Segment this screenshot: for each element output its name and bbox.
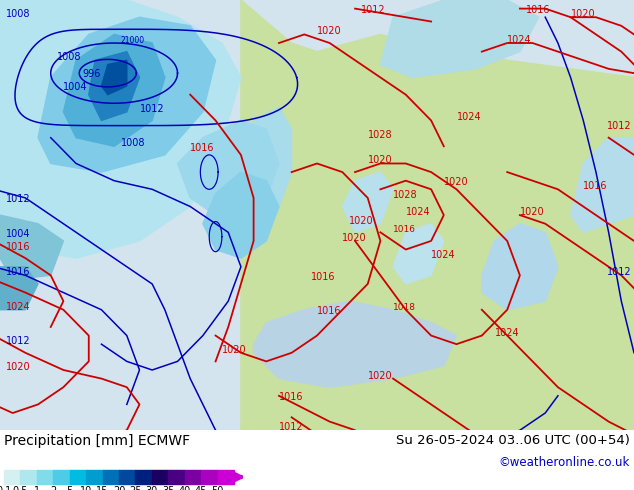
Polygon shape: [0, 0, 241, 258]
Text: 1016: 1016: [317, 306, 342, 316]
Text: 1024: 1024: [495, 328, 519, 338]
Text: 25: 25: [129, 486, 141, 490]
Text: 1016: 1016: [526, 5, 551, 15]
Text: 1024: 1024: [431, 250, 456, 260]
Polygon shape: [380, 0, 539, 77]
Polygon shape: [0, 267, 38, 310]
Text: 1024: 1024: [6, 302, 31, 312]
Text: 1004: 1004: [6, 229, 31, 239]
Polygon shape: [0, 215, 63, 280]
Text: 45: 45: [195, 486, 207, 490]
Text: 1020: 1020: [444, 177, 469, 187]
Bar: [184, 470, 201, 484]
Text: 1008: 1008: [120, 138, 145, 148]
Text: 1016: 1016: [311, 271, 335, 282]
Text: 1016: 1016: [393, 225, 416, 234]
Bar: [103, 470, 119, 484]
Text: 1020: 1020: [349, 216, 373, 226]
Text: 1012: 1012: [607, 268, 632, 277]
Bar: [217, 470, 234, 484]
Text: 0.5: 0.5: [13, 486, 28, 490]
Text: 1020: 1020: [342, 233, 367, 243]
Text: 1020: 1020: [222, 345, 247, 355]
Text: 1020: 1020: [317, 26, 342, 36]
Text: 1020: 1020: [571, 9, 595, 19]
Polygon shape: [571, 138, 634, 232]
Text: 40: 40: [179, 486, 191, 490]
Text: 21000: 21000: [120, 36, 145, 45]
Polygon shape: [38, 17, 216, 172]
Text: 1008: 1008: [57, 52, 82, 62]
Text: 1012: 1012: [139, 104, 164, 114]
Text: 20: 20: [113, 486, 125, 490]
Bar: [86, 470, 103, 484]
Polygon shape: [203, 172, 279, 258]
Text: 1012: 1012: [361, 5, 386, 15]
Text: 0.1: 0.1: [0, 486, 11, 490]
Polygon shape: [178, 121, 279, 215]
Bar: [37, 470, 53, 484]
Text: 10: 10: [80, 486, 93, 490]
Bar: [201, 470, 217, 484]
Text: 1016: 1016: [583, 181, 608, 191]
Text: 1028: 1028: [393, 190, 418, 200]
Polygon shape: [89, 51, 139, 121]
Text: 1016: 1016: [279, 392, 304, 402]
Polygon shape: [342, 172, 393, 232]
Text: 1016: 1016: [190, 143, 215, 152]
Text: 50: 50: [211, 486, 224, 490]
Text: 1012: 1012: [6, 194, 31, 204]
Text: 1024: 1024: [406, 207, 430, 217]
Bar: [4, 470, 20, 484]
Text: 2: 2: [50, 486, 56, 490]
Polygon shape: [254, 301, 456, 387]
Bar: [119, 470, 136, 484]
Text: 1004: 1004: [63, 82, 88, 92]
Text: 1012: 1012: [6, 336, 31, 346]
Text: 1020: 1020: [6, 362, 31, 372]
Polygon shape: [241, 0, 634, 430]
Text: 1: 1: [34, 486, 40, 490]
Text: 1012: 1012: [607, 121, 632, 131]
Polygon shape: [482, 224, 558, 310]
Text: 1018: 1018: [393, 303, 416, 312]
Text: 1020: 1020: [520, 207, 545, 217]
Text: 1016: 1016: [6, 242, 31, 251]
Polygon shape: [241, 108, 292, 215]
Text: 1012: 1012: [279, 422, 304, 432]
Text: 1016: 1016: [6, 268, 31, 277]
Text: 1020: 1020: [368, 155, 392, 166]
Text: Su 26-05-2024 03..06 UTC (00+54): Su 26-05-2024 03..06 UTC (00+54): [396, 434, 630, 447]
Text: Precipitation [mm] ECMWF: Precipitation [mm] ECMWF: [4, 434, 190, 448]
Bar: [53, 470, 70, 484]
Bar: [20, 470, 37, 484]
Text: 30: 30: [146, 486, 158, 490]
Polygon shape: [63, 34, 165, 147]
Bar: [152, 470, 168, 484]
Text: 5: 5: [67, 486, 73, 490]
Text: 996: 996: [82, 70, 101, 79]
Text: 1024: 1024: [507, 35, 532, 45]
Text: 1028: 1028: [368, 130, 392, 140]
Bar: [168, 470, 184, 484]
Bar: [70, 470, 86, 484]
Bar: [136, 470, 152, 484]
Polygon shape: [101, 60, 127, 95]
Text: 35: 35: [162, 486, 174, 490]
Text: 1020: 1020: [368, 370, 392, 381]
Text: 1008: 1008: [6, 9, 31, 19]
Text: ©weatheronline.co.uk: ©weatheronline.co.uk: [498, 456, 630, 469]
Text: 1024: 1024: [456, 113, 481, 122]
Text: 15: 15: [96, 486, 109, 490]
Polygon shape: [393, 224, 444, 284]
